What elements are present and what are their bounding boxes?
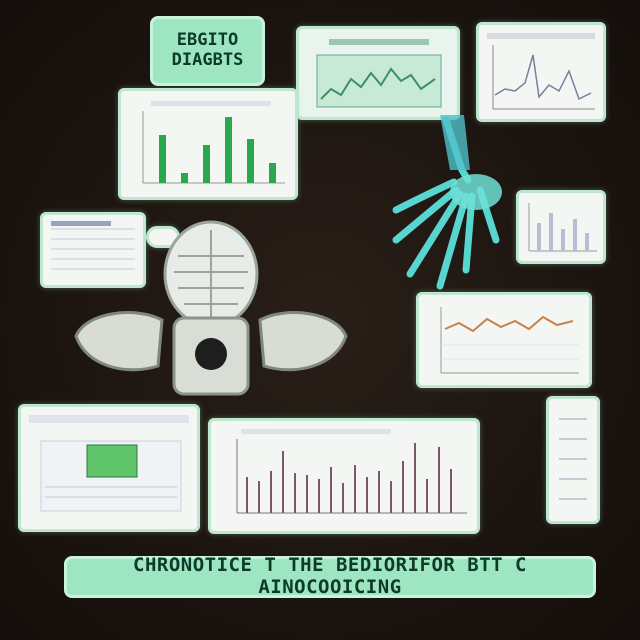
- monitor-panel-top[interactable]: [296, 26, 460, 120]
- orange-line-graphic: [440, 307, 579, 374]
- footer-caption: CHRONOTICE T THE BEDIORIFOR BTT C AINOCO…: [64, 554, 596, 598]
- line-chart-graphic: [487, 33, 595, 110]
- mini-chart-panel-right[interactable]: [516, 190, 606, 264]
- line-chart-panel-top-right[interactable]: [476, 22, 606, 122]
- bar-chart-panel-green[interactable]: [118, 88, 298, 200]
- title-line-2: DIAGBTS: [171, 50, 244, 70]
- vertical-panel-right[interactable]: [546, 396, 600, 524]
- skull-xray-illustration: [74, 220, 348, 396]
- hand-xray-illustration: [392, 115, 502, 290]
- app-title-badge: EBGITO DIAGBTS: [150, 16, 265, 86]
- line-chart-panel-orange[interactable]: [416, 292, 592, 388]
- monitor-chart-graphic: [316, 39, 442, 108]
- vertical-graphic: [559, 418, 587, 500]
- mini-chart-graphic: [528, 203, 597, 252]
- title-line-1: EBGITO: [176, 30, 239, 51]
- document-panel-bottom-left[interactable]: [18, 404, 200, 532]
- bar-chart-graphic: [142, 101, 285, 184]
- table-panel-left[interactable]: [40, 212, 146, 288]
- table-graphic: [51, 221, 135, 270]
- document-graphic: [29, 415, 189, 512]
- bottom-bar-graphic: [236, 429, 467, 514]
- bar-chart-panel-bottom[interactable]: [208, 418, 480, 534]
